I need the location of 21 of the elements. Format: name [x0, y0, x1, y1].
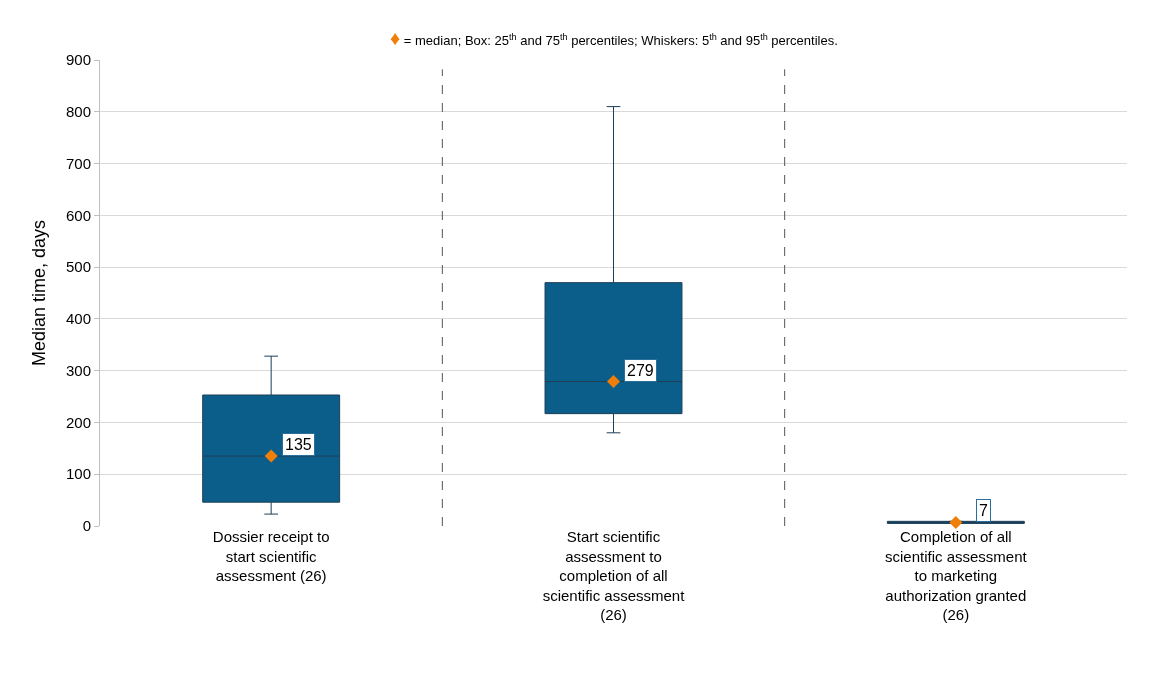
x-tick-label: Start scientific assessment to completion of all scientific assessment (26) — [542, 528, 686, 623]
point — [264, 449, 278, 463]
y-tick-label: 300 — [65, 361, 91, 379]
y-axis-title: Median time, days — [29, 219, 50, 367]
y-tick-label: 500 — [65, 258, 91, 276]
data-label: 135 — [285, 436, 312, 453]
y-tick-label: 900 — [65, 51, 91, 69]
y-tick-label: 600 — [65, 206, 91, 224]
y-tick-label: 400 — [65, 310, 91, 328]
x-tick-label: Completion of all scientific assessment to marketing authorization granted (26) — [884, 528, 1028, 623]
y-tick-label: 200 — [65, 413, 91, 431]
y-tick-label: 0 — [82, 517, 91, 535]
data-label: 7 — [979, 502, 988, 519]
text: ♦ = median; Box: 25$^{th}$ and 75$^{th}$ percentiles; Whiskers: 5$^{th}$ and 95$^{th}$ percentiles. — [390, 27, 838, 49]
y-tick-label: 800 — [65, 103, 91, 121]
y-tick-label: 100 — [65, 465, 91, 483]
point — [949, 515, 963, 529]
y-tick-label: 700 — [65, 154, 91, 172]
data-label: 279 — [627, 362, 654, 379]
point — [607, 375, 620, 389]
x-tick-label: Dossier receipt to start scientific assessment (26) — [212, 528, 330, 584]
